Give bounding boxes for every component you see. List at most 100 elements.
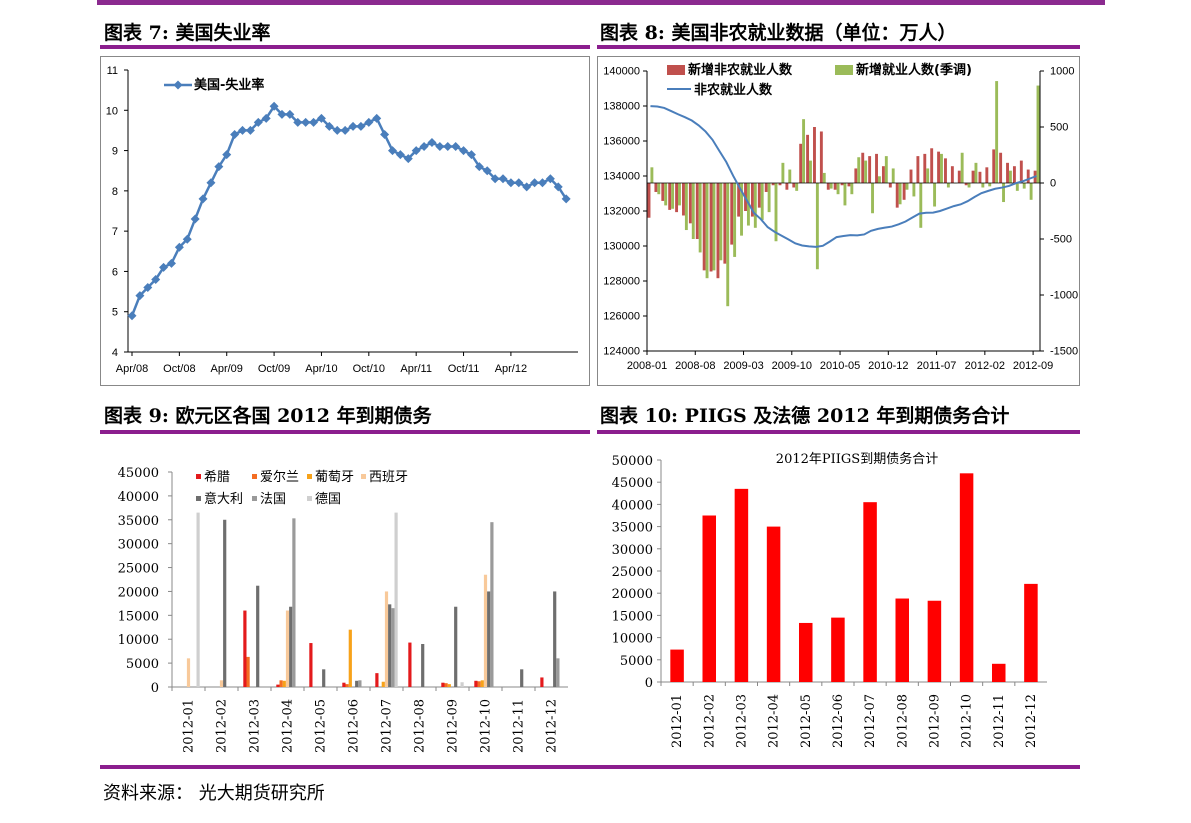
chart-frame [100,56,590,386]
bar-希腊 [408,642,412,687]
bar-意大利 [256,585,260,687]
x-tick-label: 2012-11 [992,694,1007,748]
data-point [253,117,263,127]
legend-swatch [196,474,201,479]
data-point [395,150,405,160]
nsa-bar [730,183,734,245]
bar-意大利 [322,669,326,687]
debt-bar [670,649,684,682]
x-tick-label: Apr/11 [400,363,432,375]
data-point [443,142,453,152]
right-tick-label: 0 [1050,178,1056,190]
bar-希腊 [474,680,478,687]
sa-bar [698,183,702,253]
data-point [198,194,208,204]
y-tick-label: 8 [112,186,118,198]
y-tick-label: 30000 [612,543,653,558]
data-point [309,117,319,127]
sa-bar [815,183,819,270]
legend-label: 意大利 [204,491,243,507]
nsa-bar [964,183,968,186]
sa-bar [1036,85,1040,183]
y-tick-label: 9 [112,146,118,158]
data-point [490,174,500,184]
x-tick-label: 2008-01 [627,360,667,372]
y-tick-label: 5000 [126,657,159,672]
nsa-bar [785,183,789,190]
y-tick-label: 35000 [612,521,653,536]
nsa-bar [819,131,823,183]
right-tick-label: -500 [1050,234,1072,246]
debt-bar [702,515,717,682]
euro-debt-chart: 0 5000 10000 15000 20000 25000 30000 35000 40000… [100,440,590,760]
y-tick-label: 25000 [118,562,159,577]
data-point [143,283,153,293]
data-point [269,101,279,111]
sa-bar [926,168,930,183]
sa-bar [788,169,792,183]
x-tick-label: 2012-02 [215,699,230,753]
left-tick-label: 132000 [603,206,640,218]
x-tick-label: 2012-02 [965,360,1005,372]
x-tick-label: 2012-12 [1024,694,1039,748]
data-point [553,182,563,192]
nsa-bar [668,183,672,210]
data-point [316,113,326,123]
bar-西班牙 [186,658,191,687]
nsa-bar [957,170,961,183]
left-tick-label: 138000 [603,101,640,113]
legend-swatch-nsa [667,65,685,75]
nsa-bar [985,167,989,183]
bar-希腊 [276,684,280,687]
bar-葡萄牙 [348,629,352,687]
sa-bar [664,183,668,206]
nsa-bar [799,143,803,183]
bar-德国 [196,512,200,687]
sa-bar [967,183,971,188]
data-point [522,182,532,192]
chart8-title: 图表 8: 美国非农就业数据（单位：万人） [600,22,957,44]
nsa-bar [806,134,810,183]
sa-bar [960,152,964,183]
bar-西班牙 [483,574,488,687]
bar-西班牙 [384,591,389,687]
sa-bar [767,183,771,213]
nsa-bar [813,127,816,183]
legend-swatch [196,496,201,501]
bar-意大利 [454,606,458,687]
bar-德国 [394,512,398,687]
y-tick-label: 35000 [118,514,159,529]
bar-意大利 [289,606,293,687]
legend-label-employment: 非农就业人数 [694,82,773,98]
nsa-bar [861,152,865,183]
nsa-bar [682,183,685,216]
nsa-bar [778,183,782,186]
legend-label: 爱尔兰 [260,470,299,485]
y-tick-label: 0 [151,681,159,696]
sa-bar [940,153,943,183]
sa-bar [946,183,950,188]
chart-title: 2012年PIIGS到期债务合计 [776,451,938,467]
x-tick-label: 2012-03 [734,694,749,748]
x-tick-label: 2012-11 [512,699,527,753]
sa-bar [871,183,874,214]
data-point [474,162,484,172]
x-tick-label: Apr/08 [116,363,148,375]
data-point [159,262,169,272]
bar-法国 [358,680,362,687]
nsa-bar [847,183,851,187]
nsa-bar [930,148,934,183]
data-point [324,121,334,131]
left-tick-label: 134000 [603,171,640,183]
bar-意大利 [388,604,392,687]
y-tick-label: 7 [112,226,118,238]
bar-意大利 [520,669,524,687]
y-tick-label: 10 [106,105,118,117]
bottom-rule [100,765,1080,769]
x-tick-label: 2012-09 [446,699,461,753]
data-point [514,178,524,188]
left-tick-label: 136000 [603,136,640,148]
sa-bar [864,160,868,183]
legend-label: 美国-失业率 [194,77,264,93]
x-tick-label: 2012-09 [1013,360,1053,372]
